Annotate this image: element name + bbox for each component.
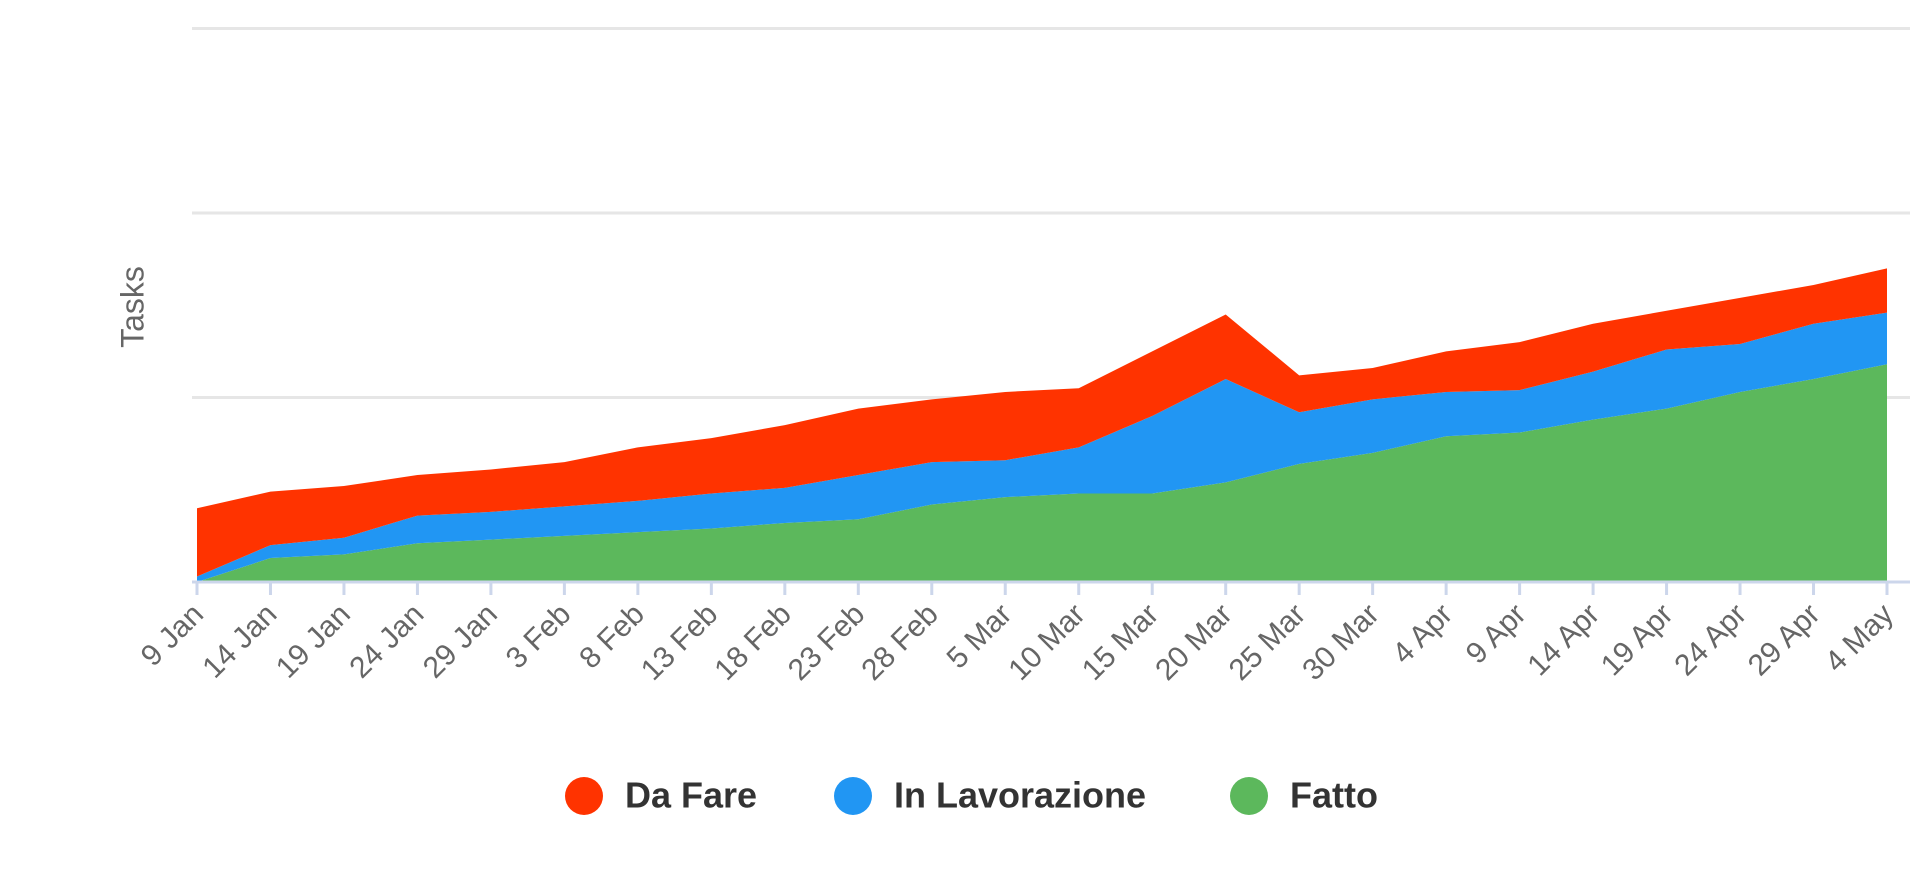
x-tick-label: 29 Apr — [1742, 598, 1827, 683]
x-tick-label: 24 Apr — [1668, 598, 1753, 683]
area — [197, 268, 1887, 577]
legend-marker — [834, 777, 872, 815]
legend-item: In Lavorazione — [834, 775, 1146, 816]
x-tick-label: 18 Feb — [708, 598, 797, 687]
x-tick-label: 19 Apr — [1595, 598, 1680, 683]
y-axis-title: Tasks — [114, 266, 150, 348]
x-tick-label: 28 Feb — [855, 598, 944, 687]
x-tick-label: 10 Mar — [1002, 598, 1091, 687]
x-tick-label: 4 May — [1819, 598, 1900, 679]
legend-label: Da Fare — [625, 775, 757, 816]
legend-label: Fatto — [1290, 775, 1378, 816]
x-tick-label: 24 Jan — [343, 598, 430, 685]
area — [197, 312, 1887, 582]
x-tick-label: 15 Mar — [1076, 598, 1165, 687]
legend-item: Fatto — [1230, 775, 1378, 816]
x-tick-label: 25 Mar — [1223, 598, 1312, 687]
x-tick-label: 30 Mar — [1296, 598, 1385, 687]
x-tick-label: 23 Feb — [782, 598, 871, 687]
x-tick-label: 29 Jan — [417, 598, 504, 685]
x-tick-label: 3 Feb — [500, 598, 578, 676]
x-tick-label: 14 Apr — [1521, 598, 1606, 683]
x-tick-label: 20 Mar — [1149, 598, 1238, 687]
x-tick-label: 19 Jan — [270, 598, 357, 685]
legend-label: In Lavorazione — [894, 775, 1146, 816]
x-tick-label: 4 Apr — [1386, 598, 1459, 671]
area — [197, 364, 1887, 582]
x-tick-label: 14 Jan — [196, 598, 283, 685]
legend-item: Da Fare — [565, 775, 757, 816]
legend-marker — [565, 777, 603, 815]
x-tick-label: 13 Feb — [635, 598, 724, 687]
legend-marker — [1230, 777, 1268, 815]
